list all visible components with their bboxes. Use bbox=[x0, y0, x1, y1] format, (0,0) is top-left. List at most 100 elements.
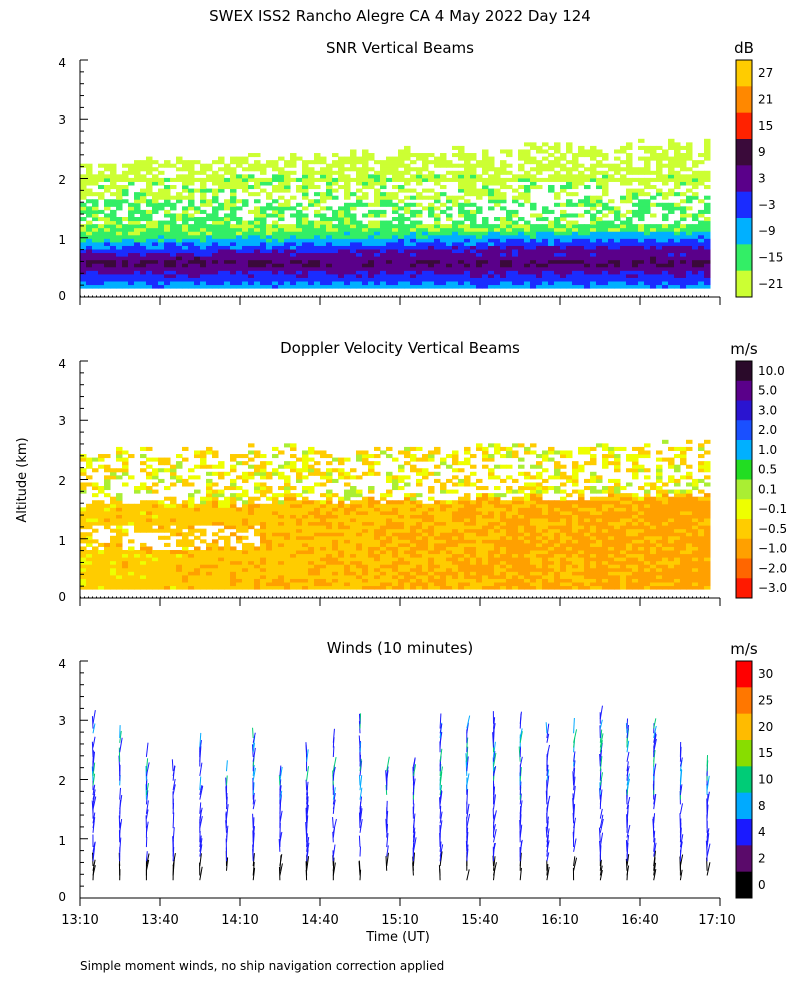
doppler-cell bbox=[428, 535, 435, 540]
doppler-cell bbox=[434, 546, 441, 551]
snr-cell bbox=[110, 241, 117, 246]
snr-cell bbox=[554, 224, 561, 229]
doppler-cell bbox=[296, 503, 303, 508]
snr-cell bbox=[650, 202, 657, 207]
snr-cell bbox=[608, 277, 615, 282]
doppler-cell bbox=[248, 571, 255, 576]
snr-cell bbox=[386, 234, 393, 239]
doppler-cell bbox=[416, 553, 423, 558]
doppler-cell bbox=[194, 571, 201, 576]
snr-cell bbox=[242, 231, 249, 236]
snr-cell bbox=[344, 156, 351, 161]
snr-cell bbox=[440, 160, 447, 165]
snr-cell bbox=[92, 245, 99, 250]
snr-cell bbox=[680, 192, 687, 197]
snr-cell bbox=[590, 149, 597, 154]
doppler-cell bbox=[92, 582, 99, 587]
snr-cell bbox=[380, 199, 387, 204]
snr-cell bbox=[704, 185, 711, 190]
snr-cell bbox=[482, 153, 489, 158]
doppler-cell bbox=[98, 578, 105, 583]
doppler-cell bbox=[176, 578, 183, 583]
snr-cell bbox=[140, 224, 147, 229]
snr-cell bbox=[506, 270, 513, 275]
snr-cell bbox=[320, 199, 327, 204]
snr-cell bbox=[290, 227, 297, 232]
snr-cell bbox=[140, 163, 147, 168]
snr-cell bbox=[134, 163, 141, 168]
doppler-cell bbox=[230, 585, 237, 590]
doppler-cell bbox=[110, 553, 117, 558]
snr-cell bbox=[104, 284, 111, 289]
doppler-cell bbox=[434, 518, 441, 523]
doppler-cell bbox=[356, 475, 363, 480]
snr-cell bbox=[92, 213, 99, 218]
doppler-cell bbox=[170, 578, 177, 583]
snr-cell bbox=[644, 266, 651, 271]
snr-cell bbox=[80, 177, 87, 182]
doppler-cell bbox=[434, 478, 441, 483]
snr-cell bbox=[302, 217, 309, 222]
snr-cell bbox=[470, 185, 477, 190]
doppler-cell bbox=[200, 457, 207, 462]
snr-cell bbox=[686, 188, 693, 193]
doppler-cell bbox=[98, 514, 105, 519]
doppler-cell bbox=[308, 510, 315, 515]
snr-cell bbox=[632, 167, 639, 172]
doppler-cell bbox=[230, 550, 237, 555]
doppler-cell bbox=[302, 542, 309, 547]
doppler-cell bbox=[272, 454, 279, 459]
snr-cell bbox=[704, 174, 711, 179]
doppler-cell bbox=[146, 457, 153, 462]
snr-cell bbox=[536, 266, 543, 271]
snr-cell bbox=[422, 224, 429, 229]
doppler-cell bbox=[146, 503, 153, 508]
snr-cell bbox=[212, 263, 219, 268]
doppler-cell bbox=[272, 567, 279, 572]
snr-cell bbox=[494, 227, 501, 232]
doppler-cell bbox=[92, 457, 99, 462]
doppler-cell bbox=[170, 468, 177, 473]
snr-cell bbox=[506, 170, 513, 175]
snr-cell bbox=[536, 170, 543, 175]
snr-cell bbox=[212, 188, 219, 193]
snr-cell bbox=[704, 270, 711, 275]
snr-cell bbox=[308, 174, 315, 179]
snr-cell bbox=[530, 245, 537, 250]
doppler-cell bbox=[374, 546, 381, 551]
doppler-cell bbox=[134, 525, 141, 530]
doppler-cell bbox=[128, 553, 135, 558]
snr-cell bbox=[668, 227, 675, 232]
snr-cell bbox=[506, 153, 513, 158]
snr-cell bbox=[482, 167, 489, 172]
doppler-cell bbox=[344, 514, 351, 519]
doppler-cell bbox=[176, 550, 183, 555]
snr-cell bbox=[560, 263, 567, 268]
snr-cell bbox=[278, 177, 285, 182]
doppler-cell bbox=[86, 557, 93, 562]
snr-cell bbox=[308, 252, 315, 257]
snr-cell bbox=[260, 177, 267, 182]
snr-cell bbox=[350, 277, 357, 282]
snr-cell bbox=[326, 284, 333, 289]
doppler-cell bbox=[146, 486, 153, 491]
doppler-cell bbox=[296, 457, 303, 462]
doppler-cell bbox=[290, 578, 297, 583]
doppler-cell bbox=[278, 582, 285, 587]
snr-cell bbox=[566, 281, 573, 286]
snr-cell bbox=[590, 206, 597, 211]
doppler-cell bbox=[158, 582, 165, 587]
snr-cell bbox=[320, 206, 327, 211]
snr-cell bbox=[458, 153, 465, 158]
doppler-cell bbox=[284, 507, 291, 512]
snr-cell bbox=[128, 259, 135, 264]
doppler-cell bbox=[80, 553, 87, 558]
doppler-cell bbox=[392, 574, 399, 579]
snr-cell bbox=[386, 170, 393, 175]
snr-cell bbox=[182, 177, 189, 182]
snr-cell bbox=[110, 199, 117, 204]
snr-cell bbox=[650, 153, 657, 158]
doppler-cell bbox=[392, 507, 399, 512]
snr-cell bbox=[560, 273, 567, 278]
snr-cell bbox=[686, 195, 693, 200]
